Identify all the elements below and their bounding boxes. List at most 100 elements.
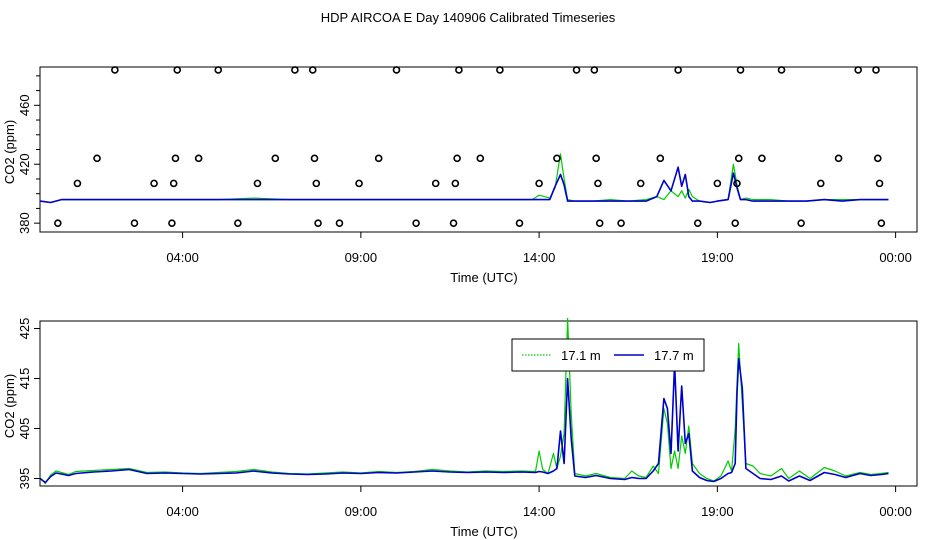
calibration-point bbox=[93, 154, 101, 163]
calibration-point bbox=[734, 154, 743, 163]
calibration-point bbox=[731, 219, 739, 227]
calibration-point bbox=[476, 154, 485, 163]
calibration-point bbox=[693, 219, 702, 227]
top-plot-frame bbox=[39, 66, 918, 233]
calibration-point bbox=[733, 179, 741, 188]
calibration-point bbox=[355, 179, 363, 188]
bot-x-tick-label: 09:00 bbox=[345, 504, 378, 519]
calibration-point bbox=[54, 219, 62, 227]
calibration-point bbox=[130, 219, 139, 227]
calibration-point bbox=[797, 219, 805, 227]
calibration-point bbox=[455, 66, 463, 74]
top-series-line-blue bbox=[39, 166, 889, 204]
top-x-axis: 04:00 09:00 14:00 19:00 00:00 bbox=[166, 232, 912, 265]
top-x-tick-label: 00:00 bbox=[879, 250, 912, 265]
calibration-point bbox=[595, 219, 604, 227]
bot-y-tick-label: 405 bbox=[17, 418, 32, 440]
calibration-point bbox=[875, 179, 884, 188]
calibration-point bbox=[214, 66, 223, 74]
bot-y-tick-label: 415 bbox=[17, 368, 32, 390]
calibration-point bbox=[873, 154, 882, 163]
bot-y-tick-label: 425 bbox=[17, 318, 32, 340]
bot-series-line-green bbox=[39, 317, 889, 485]
top-x-axis-title: Time (UTC) bbox=[450, 270, 517, 285]
calibration-point bbox=[173, 66, 182, 74]
calibration-point bbox=[335, 219, 344, 227]
calibration-point bbox=[169, 179, 178, 188]
top-y-axis: 380 420 460 bbox=[17, 75, 40, 234]
calibration-point bbox=[271, 154, 280, 163]
calibration-point bbox=[451, 179, 460, 188]
calibration-point bbox=[590, 66, 599, 74]
calibration-point bbox=[872, 66, 880, 74]
calibration-point bbox=[594, 179, 602, 188]
calibration-point bbox=[73, 179, 82, 188]
calibration-point bbox=[854, 66, 862, 74]
top-y-tick-label: 420 bbox=[17, 153, 32, 175]
calibration-point bbox=[617, 219, 625, 227]
top-panel: 380 420 460 04:00 09:00 14:00 19:00 00:00 Time… bbox=[2, 66, 918, 285]
calibration-point bbox=[431, 179, 440, 188]
calibration-point bbox=[713, 179, 722, 188]
calibration-point bbox=[816, 179, 825, 188]
top-x-tick-label: 09:00 bbox=[345, 250, 378, 265]
calibration-point bbox=[312, 179, 321, 188]
legend-label-17-7m: 17.7 m bbox=[654, 348, 694, 363]
calibration-point bbox=[572, 66, 581, 74]
calibration-point bbox=[168, 219, 176, 227]
bottom-x-axis-title: Time (UTC) bbox=[450, 524, 517, 539]
calibration-point bbox=[392, 66, 401, 74]
calibration-point bbox=[656, 154, 665, 163]
bottom-plot-area bbox=[39, 317, 889, 485]
calibration-point bbox=[834, 154, 843, 163]
bot-series-line-blue bbox=[39, 357, 889, 484]
calibration-point bbox=[310, 154, 319, 163]
calibration-point bbox=[553, 154, 561, 163]
calibration-point bbox=[412, 219, 420, 227]
bot-x-tick-label: 14:00 bbox=[523, 504, 556, 519]
top-x-tick-label: 04:00 bbox=[166, 250, 199, 265]
bot-x-tick-label: 00:00 bbox=[879, 504, 912, 519]
calibration-point bbox=[291, 66, 299, 74]
calibration-point bbox=[758, 154, 766, 163]
bottom-y-axis: 395 405 415 425 bbox=[17, 318, 40, 490]
calibration-point bbox=[496, 66, 504, 74]
top-plot-area bbox=[39, 66, 889, 227]
calibration-point bbox=[171, 154, 180, 163]
chart-title: HDP AIRCOA E Day 140906 Calibrated Times… bbox=[321, 10, 616, 25]
calibration-point bbox=[515, 219, 524, 227]
calibration-point bbox=[674, 66, 682, 74]
legend: 17.1 m 17.7 m bbox=[511, 338, 705, 372]
bottom-x-axis: 04:00 09:00 14:00 19:00 00:00 bbox=[166, 486, 912, 519]
calibration-point bbox=[194, 154, 203, 163]
calibration-point bbox=[150, 179, 158, 188]
top-x-tick-label: 19:00 bbox=[701, 250, 734, 265]
calibration-point bbox=[736, 66, 745, 74]
bot-x-tick-label: 04:00 bbox=[166, 504, 199, 519]
calibration-point bbox=[592, 154, 600, 163]
bot-x-tick-label: 19:00 bbox=[701, 504, 734, 519]
legend-box bbox=[511, 338, 705, 372]
top-x-tick-label: 14:00 bbox=[523, 250, 556, 265]
calibration-point bbox=[111, 66, 119, 74]
calibration-point bbox=[453, 154, 461, 163]
bot-y-tick-label: 395 bbox=[17, 468, 32, 490]
calibration-point bbox=[374, 154, 383, 163]
calibration-point bbox=[308, 66, 317, 74]
bottom-panel: 395 405 415 425 04:00 09:00 14:00 19:00 00:00 T… bbox=[2, 317, 918, 539]
calibration-point bbox=[877, 219, 886, 227]
top-y-tick-label: 460 bbox=[17, 94, 32, 116]
calibration-point bbox=[234, 219, 242, 227]
bottom-plot-frame bbox=[39, 320, 918, 487]
top-y-tick-label: 380 bbox=[17, 212, 32, 234]
calibration-point bbox=[777, 66, 786, 74]
calibration-point bbox=[636, 179, 645, 188]
calibration-point bbox=[253, 179, 262, 188]
top-y-axis-title: CO2 (ppm) bbox=[2, 120, 17, 184]
bottom-y-axis-title: CO2 (ppm) bbox=[2, 374, 17, 438]
calibration-point bbox=[449, 219, 458, 227]
legend-label-17-1m: 17.1 m bbox=[561, 348, 601, 363]
calibration-point bbox=[535, 179, 543, 188]
calibration-point bbox=[314, 219, 322, 227]
